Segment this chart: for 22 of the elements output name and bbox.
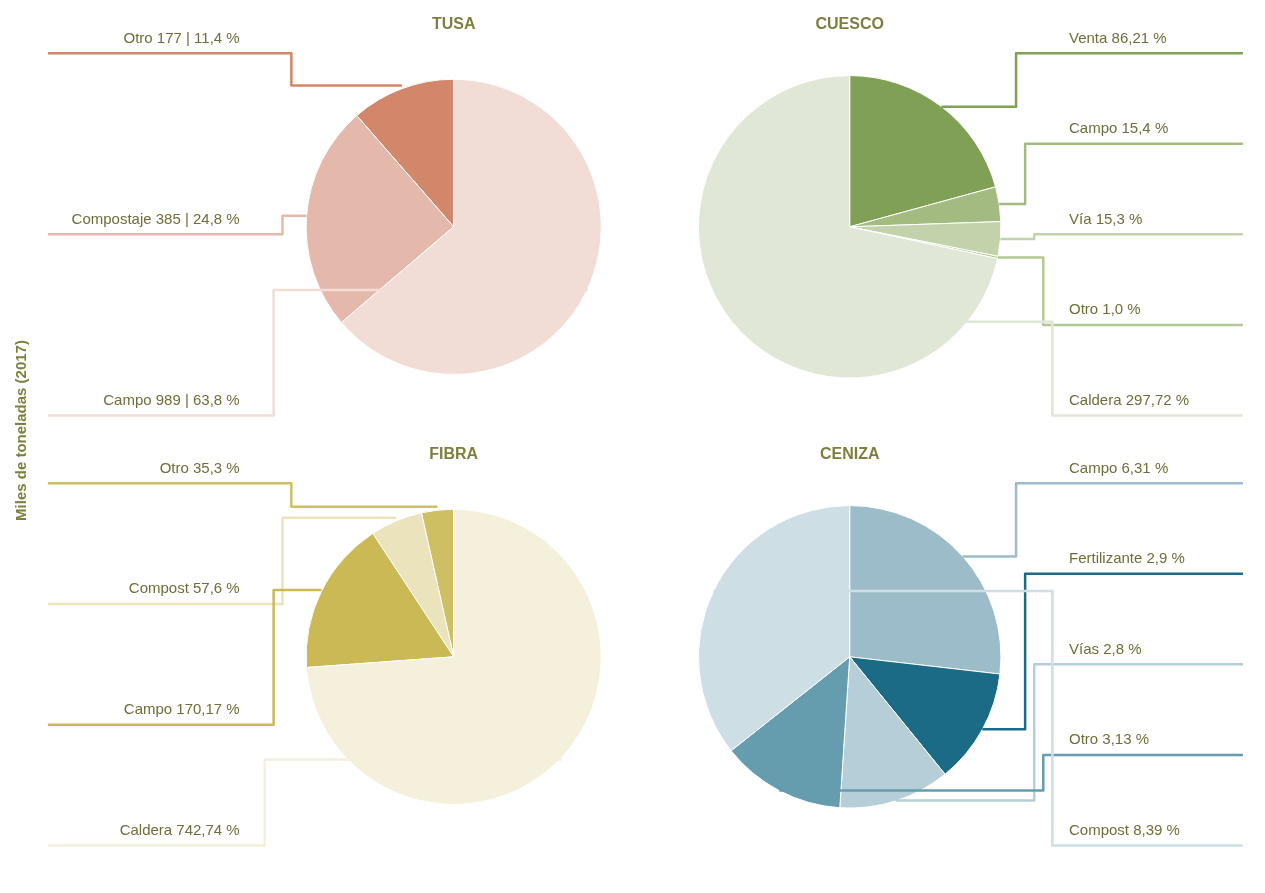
slice-label: Otro 3,13 % [1069, 730, 1150, 748]
slice-label: Otro 1,0 % [1069, 300, 1141, 318]
slice-label: Compost 57,6 % [128, 579, 240, 597]
slice-label: Compost 8,39 % [1069, 820, 1180, 838]
slice-label: Campo 15,4 % [1069, 119, 1169, 137]
slice-label: Fertilizante 2,9 % [1069, 549, 1185, 567]
slice-label: Campo 170,17 % [123, 700, 240, 718]
slice-label: Compostaje 385 | 24,8 % [71, 209, 240, 227]
slice-label: Vía 15,3 % [1069, 209, 1143, 227]
slice-label: Caldera 297,72 % [1069, 390, 1190, 408]
slice-label: Campo 989 | 63,8 % [103, 390, 240, 408]
text: Miles de toneladas (2017) [12, 340, 29, 521]
slice-label: Otro 177 | 11,4 % [123, 28, 240, 46]
chart-title: TUSA [431, 14, 476, 32]
slice-label: Campo 6,31 % [1069, 458, 1169, 476]
slice-label: Otro 35,3 % [159, 458, 240, 476]
slice-label: Vías 2,8 % [1069, 639, 1142, 657]
slice-label: Venta 86,21 % [1069, 28, 1167, 46]
slice-label: Caldera 742,74 % [119, 820, 240, 838]
chart-title: FIBRA [429, 444, 479, 462]
chart-title: CUESCO [815, 14, 884, 32]
chart-title: CENIZA [819, 444, 880, 462]
